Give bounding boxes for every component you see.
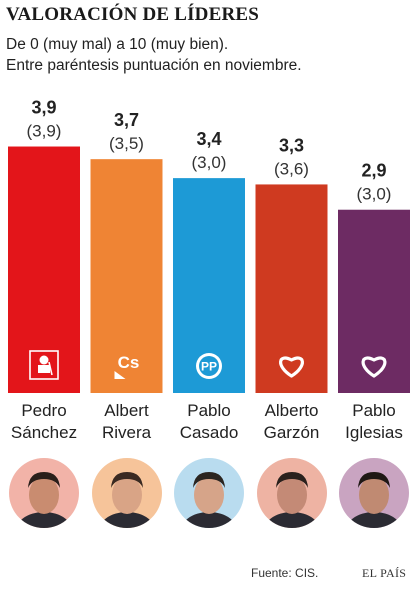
leader-portrait [9, 458, 79, 528]
category-label-line: Pablo [187, 401, 231, 420]
psoe-logo-rose [39, 355, 49, 365]
heart-icon [361, 356, 387, 378]
category-label: Alberto Garzón [251, 400, 333, 444]
leader-portrait [256, 458, 327, 528]
category-label-line: Iglesias [345, 423, 403, 442]
pp-logo-inner [199, 356, 219, 376]
category-label: Pablo Casado [168, 400, 250, 444]
bar [8, 146, 80, 393]
pp-logo-text: PP [201, 360, 217, 374]
pp-logo-icon: PP [196, 353, 222, 379]
chart-subtitle-line-1: De 0 (muy mal) a 10 (muy bien). [6, 36, 229, 53]
category-label: Pedro Sánchez [3, 400, 85, 444]
category-label: Pablo Iglesias [333, 400, 414, 444]
bar [90, 159, 163, 393]
source-note: Fuente: CIS. [251, 566, 319, 580]
category-label: Albert Rivera [86, 400, 168, 444]
portrait-image [345, 472, 403, 528]
bar-chart: 3,9 (3,9) 3,7 (3,5) Cs 3,4 (3,0) PP 3,3 (3,6) 2,9 (… [8, 98, 410, 393]
category-label-line: Alberto [264, 401, 319, 420]
ciudadanos-logo-icon: Cs [114, 353, 140, 379]
portrait-image [262, 472, 321, 528]
heart-shape [279, 356, 304, 378]
leader-portrait [339, 458, 409, 528]
heart-shape [361, 356, 387, 378]
brand-logo: EL PAÍS [362, 566, 407, 580]
value-label: 2,9 [361, 161, 386, 181]
bar [338, 209, 410, 393]
leader-portrait [91, 458, 162, 528]
category-label-line: Rivera [101, 423, 152, 442]
previous-value-label: (3,0) [357, 185, 392, 204]
psoe-logo-frame [29, 350, 59, 380]
chart-subtitle-line-2: Entre paréntesis puntuación en noviembre… [6, 57, 302, 74]
category-label-line: Pedro [21, 401, 67, 420]
category-label-line: Albert [104, 401, 149, 420]
previous-value-label: (3,5) [109, 134, 144, 153]
psoe-logo-fist [38, 365, 50, 373]
bar [255, 184, 328, 393]
cs-logo-text: Cs [118, 353, 140, 372]
category-label-line: Sánchez [10, 423, 78, 442]
chart-title: VALORACIÓN DE LÍDERES [6, 4, 260, 25]
value-label: 3,9 [31, 98, 56, 118]
value-label: 3,4 [196, 129, 221, 149]
portrait-image [15, 472, 73, 528]
leader-portrait [174, 458, 244, 528]
category-label-line: Pablo [352, 401, 396, 420]
heart-icon [279, 356, 304, 378]
psoe-logo-stem [48, 361, 53, 376]
previous-value-label: (3,9) [27, 122, 62, 141]
previous-value-label: (3,0) [192, 153, 227, 172]
value-label: 3,7 [114, 110, 139, 130]
psoe-logo-icon [29, 350, 59, 380]
category-label-line: Garzón [263, 423, 320, 442]
category-label-line: Casado [179, 423, 239, 442]
value-label: 3,3 [279, 135, 304, 155]
cs-logo-mark [114, 371, 126, 379]
portrait-image [180, 472, 238, 528]
previous-value-label: (3,6) [274, 159, 309, 178]
portrait-image [97, 472, 156, 528]
